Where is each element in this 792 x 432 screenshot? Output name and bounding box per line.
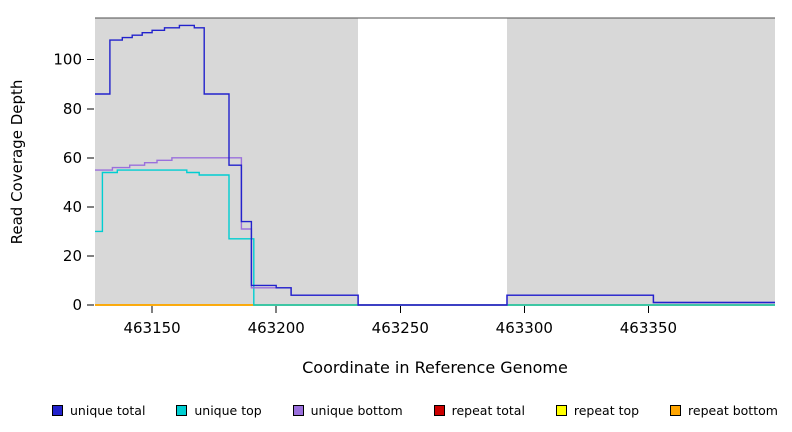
- y-tick-label: 80: [63, 100, 82, 118]
- legend-label: repeat bottom: [688, 402, 778, 418]
- legend-item-unique-top: unique top: [176, 402, 262, 418]
- y-tick-label: 100: [53, 51, 82, 69]
- x-axis-title: Coordinate in Reference Genome: [302, 358, 568, 377]
- y-axis-title: Read Coverage Depth: [8, 80, 26, 245]
- series-line-unique-total: [95, 24, 775, 306]
- legend-swatch: [433, 404, 445, 416]
- y-tick-label: 40: [63, 198, 82, 216]
- shaded-region: [507, 18, 775, 305]
- x-tick-label: 463300: [496, 319, 553, 337]
- y-tick-label: 60: [63, 149, 82, 167]
- chart-legend: unique total unique top unique bottom repea…: [0, 399, 792, 421]
- x-tick-label: 463150: [123, 319, 180, 337]
- series-line-unique-top: [95, 169, 775, 306]
- y-tick-label: 0: [72, 296, 82, 314]
- legend-swatch: [555, 404, 567, 416]
- legend-item-unique-bottom: unique bottom: [292, 402, 403, 418]
- x-tick-label: 463350: [620, 319, 677, 337]
- shaded-regions: [95, 17, 775, 305]
- legend-swatch: [52, 404, 63, 416]
- legend-label: repeat top: [573, 402, 640, 418]
- legend-item-unique-total: unique total: [52, 403, 145, 418]
- legend-item-repeat-bottom: repeat bottom: [670, 403, 778, 418]
- legend-label: unique total: [70, 402, 146, 418]
- shaded-region: [95, 18, 359, 305]
- y-tick-label: 20: [63, 247, 82, 265]
- legend-label: unique top: [194, 402, 262, 418]
- legend-swatch: [670, 404, 682, 416]
- coverage-plot: 463150 463200 463250 463300 463350 0 20 40 60 80 1…: [8, 17, 775, 377]
- legend-label: repeat total: [451, 402, 525, 418]
- legend-swatch: [292, 404, 304, 416]
- x-tick-label: 463250: [372, 319, 429, 337]
- x-tick-label: 463200: [248, 319, 305, 337]
- legend-item-repeat-top: repeat top: [555, 402, 640, 418]
- legend-label: unique bottom: [310, 402, 403, 418]
- axes: 463150 463200 463250 463300 463350 0 20 40 60 80 1…: [53, 51, 677, 337]
- legend-swatch: [176, 404, 188, 416]
- legend-item-repeat-total: repeat total: [433, 402, 525, 418]
- series-lines: [95, 24, 775, 306]
